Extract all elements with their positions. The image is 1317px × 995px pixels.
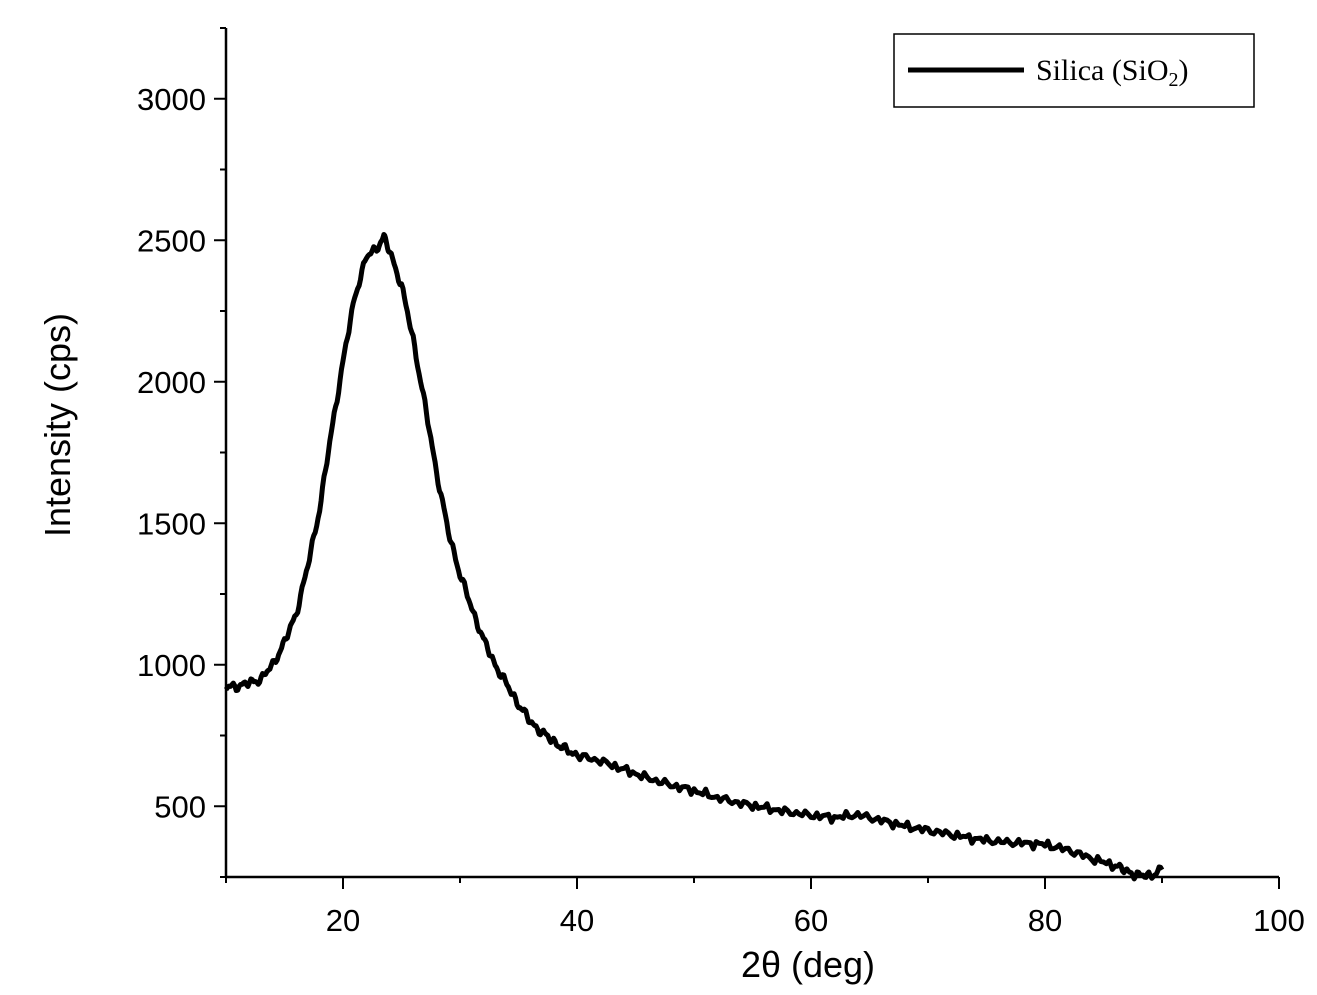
y-tick-label: 1000 bbox=[137, 648, 206, 683]
x-tick-label: 60 bbox=[794, 903, 828, 938]
x-tick-label: 100 bbox=[1253, 903, 1305, 938]
y-tick-label: 3000 bbox=[137, 82, 206, 117]
y-tick-label: 2000 bbox=[137, 365, 206, 400]
legend-label-subscript: 2 bbox=[1169, 69, 1179, 91]
y-tick-label: 2500 bbox=[137, 223, 206, 258]
y-axis-title: Intensity (cps) bbox=[37, 313, 78, 537]
x-ticks: 20 40 60 80 100 bbox=[225, 877, 1305, 938]
y-tick-label: 1500 bbox=[137, 506, 206, 541]
legend: Silica (SiO2) bbox=[893, 33, 1255, 108]
legend-label: Silica (SiO2) bbox=[1036, 54, 1189, 91]
x-tick-label: 20 bbox=[326, 903, 360, 938]
x-axis-title: 2θ (deg) bbox=[741, 944, 875, 985]
x-tick-label: 80 bbox=[1028, 903, 1062, 938]
x-tick-label: 40 bbox=[560, 903, 594, 938]
y-tick-label: 500 bbox=[154, 789, 206, 824]
y-ticks: 500 1000 1500 2000 2500 3000 bbox=[137, 27, 226, 878]
series-line-silica bbox=[224, 232, 1165, 882]
